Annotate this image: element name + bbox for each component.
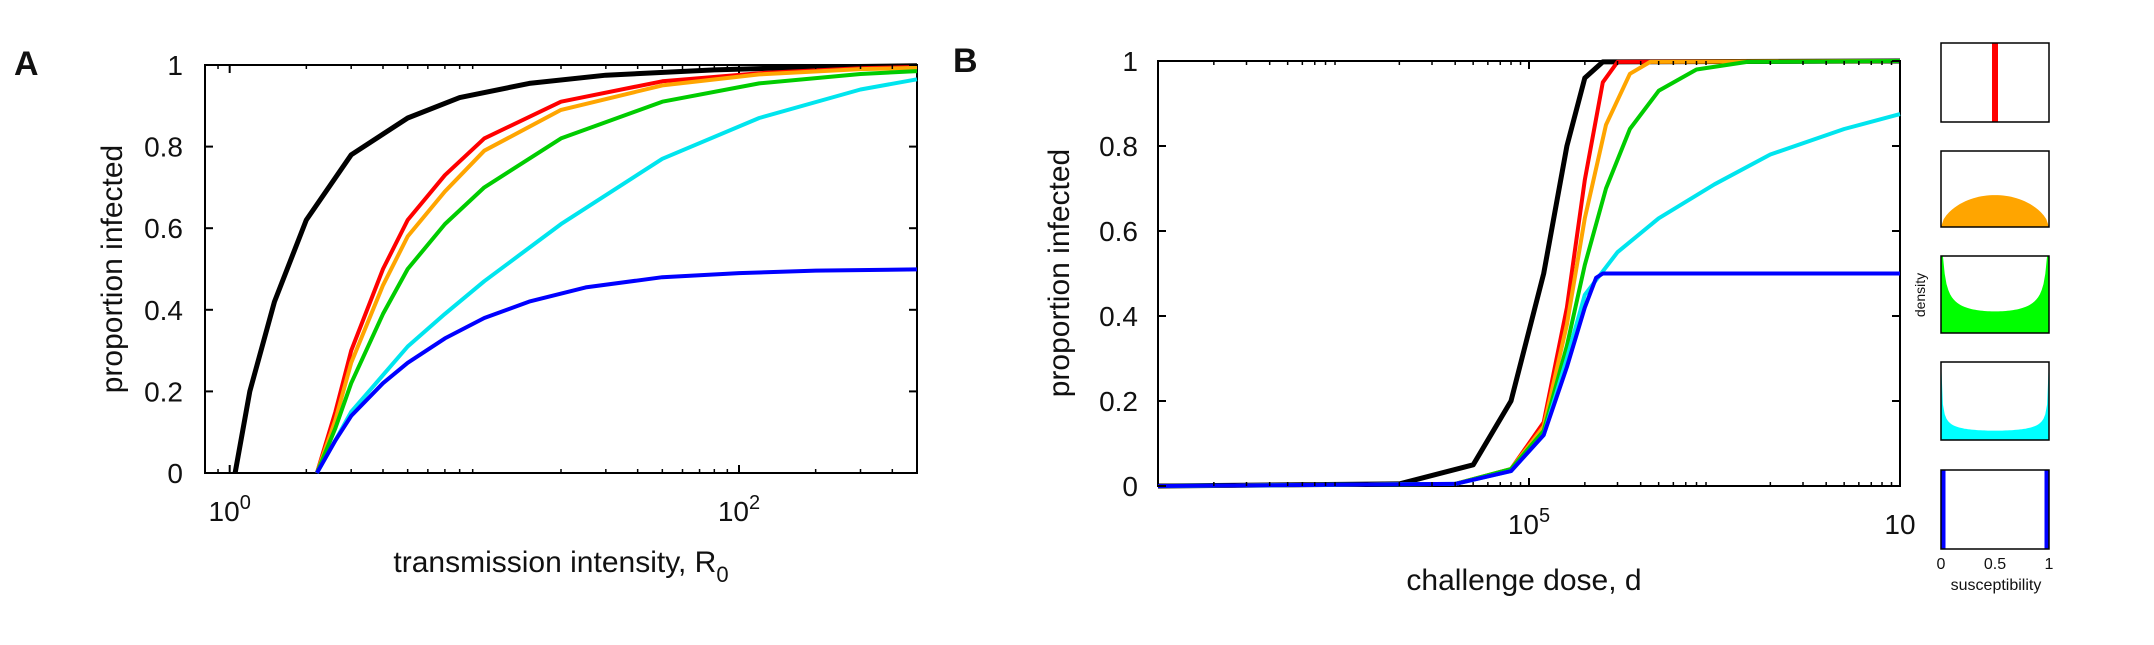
distribution-frame-1 xyxy=(1940,150,2050,228)
x-tick-label-b-1: 10 xyxy=(1884,509,1915,540)
x-tick-label-a-0: 100 xyxy=(209,492,251,527)
y-tick-label-a-1: 0.2 xyxy=(144,376,183,407)
x-tick-label-b-0: 105 xyxy=(1508,505,1550,540)
y-tick-label-b-1: 0.2 xyxy=(1099,386,1138,417)
y-tick-label-b-3: 0.6 xyxy=(1099,216,1138,247)
distribution-frame-0 xyxy=(1940,42,2050,123)
distribution-mark-1 xyxy=(1941,195,2049,227)
series-line-a-0 xyxy=(232,63,918,474)
distribution-panel-4: 0 0.5 1 xyxy=(1937,469,2054,573)
y-tick-label-a-2: 0.4 xyxy=(144,295,183,326)
ticks-a: 0 0.2 0.4 0.6 0.8 1 100 102 xyxy=(144,50,917,527)
distribution-panel-2 xyxy=(1940,255,2050,334)
distribution-frame-2 xyxy=(1940,255,2050,334)
chart-panel-a: 0 0.2 0.4 0.6 0.8 1 100 102 proportion infected… xyxy=(96,50,918,587)
series-line-a-4 xyxy=(315,77,918,474)
distribution-panel-0 xyxy=(1940,42,2050,123)
series-line-b-5 xyxy=(1157,271,1900,488)
x-axis-label-a: transmission intensity, R0 xyxy=(393,546,728,587)
series-line-a-2 xyxy=(315,65,918,474)
y-tick-label-a-5: 1 xyxy=(167,50,183,81)
y-tick-label-b-0: 0 xyxy=(1122,471,1138,502)
panel-label-a: A xyxy=(14,45,39,83)
susceptibility-tick-label-0: 0 xyxy=(1937,556,1946,573)
density-label: density xyxy=(1912,273,1928,317)
series-line-a-3 xyxy=(315,69,918,474)
x-axis-label-a-sub: 0 xyxy=(716,562,728,587)
y-axis-label-b: proportion infected xyxy=(1043,149,1076,398)
distribution-panel-3 xyxy=(1940,361,2050,441)
distribution-mark-3 xyxy=(1941,362,2049,440)
panel-label-b: B xyxy=(953,42,978,80)
susceptibility-label: susceptibility xyxy=(1951,577,2042,594)
y-tick-label-a-3: 0.6 xyxy=(144,213,183,244)
susceptibility-distribution-panels: 0 0.5 1 xyxy=(1937,42,2054,573)
y-tick-label-b-2: 0.4 xyxy=(1099,301,1138,332)
series-line-a-5 xyxy=(315,267,918,474)
x-axis-label-a-main: transmission intensity, R xyxy=(393,546,716,579)
series-line-b-4 xyxy=(1157,112,1901,488)
y-tick-label-b-5: 1 xyxy=(1122,46,1138,77)
x-axis-label-b: challenge dose, d xyxy=(1406,564,1641,597)
y-tick-label-a-4: 0.8 xyxy=(144,132,183,163)
series-line-b-0 xyxy=(1157,58,1901,489)
y-tick-label-b-4: 0.8 xyxy=(1099,131,1138,162)
series-group-b xyxy=(1157,58,1901,489)
susceptibility-tick-label-2: 1 xyxy=(2045,556,2054,573)
ticks-b: 0 0.2 0.4 0.6 0.8 1 105 10 xyxy=(1099,46,1916,540)
x-tick-label-a-1: 102 xyxy=(718,492,760,527)
series-group-a xyxy=(232,63,918,474)
distribution-mark-2 xyxy=(1941,256,2049,333)
y-axis-label-a: proportion infected xyxy=(96,145,129,394)
distribution-frame-4 xyxy=(1940,469,2050,550)
distribution-frame-3 xyxy=(1940,361,2050,441)
susceptibility-tick-label-1: 0.5 xyxy=(1984,556,2006,573)
y-tick-label-a-0: 0 xyxy=(167,458,183,489)
distribution-panel-1 xyxy=(1940,150,2050,228)
